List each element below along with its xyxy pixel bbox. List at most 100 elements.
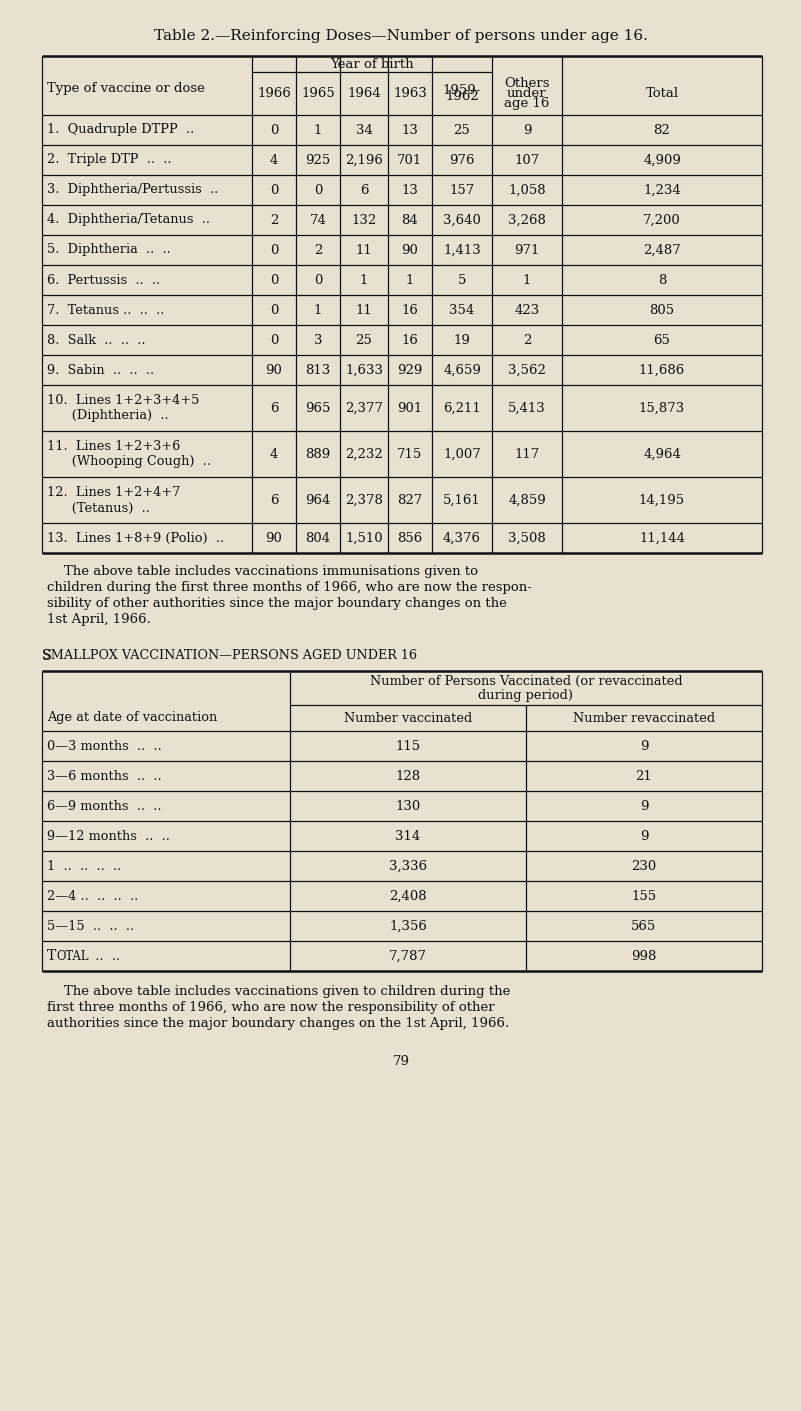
Text: 90: 90	[401, 244, 418, 257]
Text: 11: 11	[356, 244, 372, 257]
Text: 1,510: 1,510	[345, 532, 383, 545]
Text: 4: 4	[270, 154, 278, 166]
Text: 827: 827	[397, 494, 423, 507]
Text: SMALLPOX VACCINATION—PERSONS AGED UNDER 16: SMALLPOX VACCINATION—PERSONS AGED UNDER …	[42, 649, 417, 662]
Text: 9: 9	[640, 739, 648, 752]
Text: 4,859: 4,859	[508, 494, 545, 507]
Text: 1: 1	[314, 303, 322, 316]
Text: 7.  Tetanus ..  ..  ..: 7. Tetanus .. .. ..	[47, 303, 164, 316]
Text: 1966: 1966	[257, 87, 291, 100]
Text: 6: 6	[360, 183, 368, 196]
Text: Type of vaccine or dose: Type of vaccine or dose	[47, 82, 205, 95]
Text: 1,413: 1,413	[443, 244, 481, 257]
Text: 9: 9	[640, 830, 648, 842]
Text: 10.  Lines 1+2+3+4+5: 10. Lines 1+2+3+4+5	[47, 394, 199, 406]
Text: 2,378: 2,378	[345, 494, 383, 507]
Text: 0: 0	[314, 274, 322, 286]
Text: 107: 107	[514, 154, 540, 166]
Text: Table 2.—Reinforcing Doses—Number of persons under age 16.: Table 2.—Reinforcing Doses—Number of per…	[154, 30, 648, 42]
Text: 3—6 months  ..  ..: 3—6 months .. ..	[47, 769, 162, 783]
Text: 9—12 months  ..  ..: 9—12 months .. ..	[47, 830, 170, 842]
Text: 1.  Quadruple DTPP  ..: 1. Quadruple DTPP ..	[47, 124, 195, 137]
Text: 0—3 months  ..  ..: 0—3 months .. ..	[47, 739, 162, 752]
Text: 14,195: 14,195	[639, 494, 685, 507]
Text: children during the first three months of 1966, who are now the respon-: children during the first three months o…	[47, 581, 532, 594]
Text: 1: 1	[360, 274, 368, 286]
Text: 5,413: 5,413	[508, 402, 545, 415]
Text: 13: 13	[401, 124, 418, 137]
Text: 3.  Diphtheria/Pertussis  ..: 3. Diphtheria/Pertussis ..	[47, 183, 218, 196]
Text: 889: 889	[305, 447, 331, 460]
Text: 6.  Pertussis  ..  ..: 6. Pertussis .. ..	[47, 274, 160, 286]
Text: 128: 128	[396, 769, 421, 783]
Text: OTAL: OTAL	[56, 950, 88, 962]
Text: 90: 90	[266, 532, 283, 545]
Text: 965: 965	[305, 402, 331, 415]
Text: 0: 0	[270, 333, 278, 347]
Text: ..  ..: .. ..	[87, 950, 120, 962]
Text: 5.  Diphtheria  ..  ..: 5. Diphtheria .. ..	[47, 244, 171, 257]
Text: 4,376: 4,376	[443, 532, 481, 545]
Text: 7,200: 7,200	[643, 213, 681, 227]
Text: 16: 16	[401, 303, 418, 316]
Text: 132: 132	[352, 213, 376, 227]
Text: 925: 925	[305, 154, 331, 166]
Text: 130: 130	[396, 800, 421, 813]
Text: 4,909: 4,909	[643, 154, 681, 166]
Text: 7,787: 7,787	[389, 950, 427, 962]
Text: under: under	[507, 87, 547, 100]
Text: 84: 84	[401, 213, 418, 227]
Text: 1: 1	[406, 274, 414, 286]
Text: 354: 354	[449, 303, 475, 316]
Text: 2,232: 2,232	[345, 447, 383, 460]
Text: 117: 117	[514, 447, 540, 460]
Text: 3,508: 3,508	[508, 532, 545, 545]
Text: 1,058: 1,058	[508, 183, 545, 196]
Text: 1965: 1965	[301, 87, 335, 100]
Text: 115: 115	[396, 739, 421, 752]
Text: 15,873: 15,873	[639, 402, 685, 415]
Text: 82: 82	[654, 124, 670, 137]
Text: 2—4 ..  ..  ..  ..: 2—4 .. .. .. ..	[47, 889, 139, 903]
Text: The above table includes vaccinations immunisations given to: The above table includes vaccinations im…	[47, 564, 478, 579]
Text: 8.  Salk  ..  ..  ..: 8. Salk .. .. ..	[47, 333, 146, 347]
Text: 13.  Lines 1+8+9 (Polio)  ..: 13. Lines 1+8+9 (Polio) ..	[47, 532, 224, 545]
Text: 157: 157	[449, 183, 475, 196]
Text: T: T	[47, 950, 56, 962]
Text: 2.  Triple DTP  ..  ..: 2. Triple DTP .. ..	[47, 154, 171, 166]
Text: 1,234: 1,234	[643, 183, 681, 196]
Text: 4: 4	[270, 447, 278, 460]
Text: sibility of other authorities since the major boundary changes on the: sibility of other authorities since the …	[47, 597, 507, 610]
Text: 1964: 1964	[347, 87, 380, 100]
Text: 13: 13	[401, 183, 418, 196]
Text: 4,964: 4,964	[643, 447, 681, 460]
Text: 155: 155	[631, 889, 657, 903]
Text: 74: 74	[309, 213, 327, 227]
Text: 0: 0	[314, 183, 322, 196]
Text: 25: 25	[453, 124, 470, 137]
Text: authorities since the major boundary changes on the 1st April, 1966.: authorities since the major boundary cha…	[47, 1017, 509, 1030]
Text: 6—9 months  ..  ..: 6—9 months .. ..	[47, 800, 162, 813]
Text: 1962: 1962	[445, 90, 479, 103]
Text: 4,659: 4,659	[443, 364, 481, 377]
Text: 6: 6	[270, 402, 278, 415]
Text: 856: 856	[397, 532, 423, 545]
Text: 11,686: 11,686	[639, 364, 685, 377]
Text: 998: 998	[631, 950, 657, 962]
Text: 11: 11	[356, 303, 372, 316]
Text: 6,211: 6,211	[443, 402, 481, 415]
Text: The above table includes vaccinations given to children during the: The above table includes vaccinations gi…	[47, 985, 510, 998]
Text: 8: 8	[658, 274, 666, 286]
Text: 901: 901	[397, 402, 423, 415]
Text: 0: 0	[270, 244, 278, 257]
Text: 813: 813	[305, 364, 331, 377]
Text: 2: 2	[314, 244, 322, 257]
Text: 0: 0	[270, 274, 278, 286]
Text: 1963: 1963	[393, 87, 427, 100]
Text: 12.  Lines 1+2+4+7: 12. Lines 1+2+4+7	[47, 485, 180, 498]
Text: 804: 804	[305, 532, 331, 545]
Text: 230: 230	[631, 859, 657, 872]
Text: Age at date of vaccination: Age at date of vaccination	[47, 711, 217, 724]
Text: 3,562: 3,562	[508, 364, 546, 377]
Text: Year of birth: Year of birth	[330, 58, 414, 71]
